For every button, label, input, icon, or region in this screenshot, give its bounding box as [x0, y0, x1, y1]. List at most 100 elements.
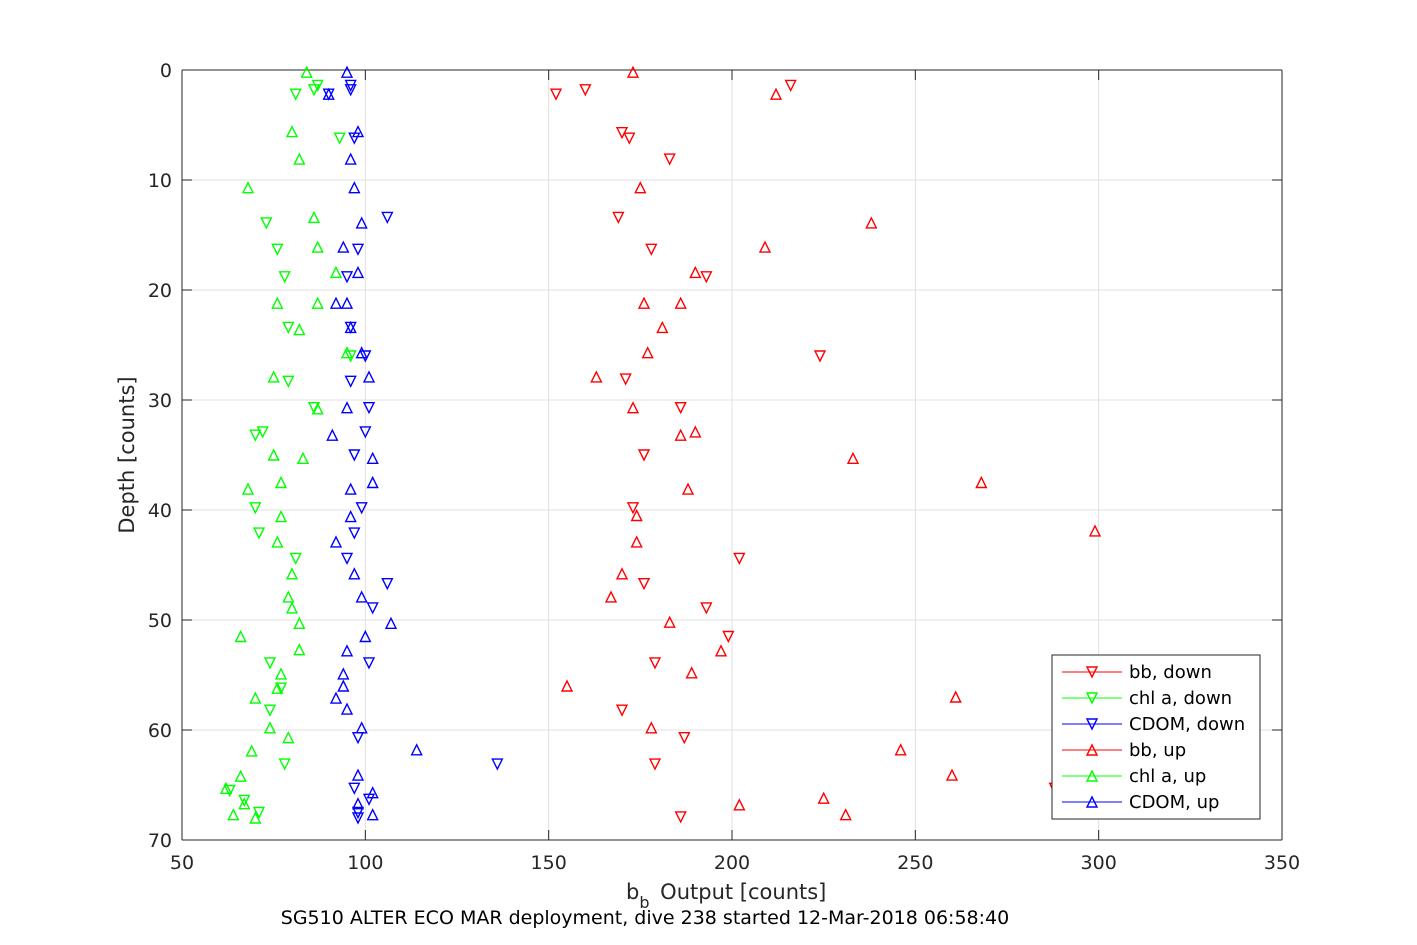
data-point-marker [579, 84, 592, 97]
data-point-marker [975, 475, 988, 489]
data-point-marker [355, 721, 368, 734]
data-point-marker [245, 744, 258, 757]
legend-marker [1085, 718, 1099, 731]
data-point-marker [293, 643, 306, 656]
y-tick-label: 0 [160, 60, 172, 82]
data-point-marker [630, 508, 643, 522]
y-tick-label: 20 [148, 280, 172, 302]
x-axis-label-rest: Output [counts] [654, 880, 827, 904]
legend-marker [1085, 666, 1099, 679]
x-tick-label: 250 [897, 852, 933, 874]
data-point-marker [689, 265, 702, 279]
data-point-marker [282, 375, 295, 388]
data-point-marker [681, 482, 695, 495]
x-tick-label: 100 [347, 852, 383, 874]
data-point-marker [249, 811, 262, 824]
data-point-marker [645, 243, 658, 256]
legend: bb, down chl a, down CDOM, down bb, up chl a… [1051, 654, 1261, 820]
data-point-marker [337, 679, 350, 692]
x-tick-label: 150 [531, 852, 567, 874]
data-point-marker [285, 125, 299, 138]
data-point-marker [351, 797, 365, 810]
data-point-marker [366, 786, 379, 799]
y-tick-label: 40 [148, 500, 172, 522]
data-point-marker [260, 217, 273, 230]
y-tick-label: 50 [148, 610, 172, 632]
data-point-marker [234, 629, 247, 643]
data-point-marker [355, 502, 368, 515]
data-point-marker [344, 320, 357, 334]
data-point-marker [637, 296, 651, 309]
data-point-marker [626, 502, 640, 515]
data-point-marker [344, 84, 357, 97]
data-point-marker [282, 321, 295, 334]
data-point-marker [337, 667, 350, 680]
data-point-marker [278, 271, 291, 284]
data-point-marker [340, 401, 354, 414]
legend-label: bb, down [1129, 662, 1212, 683]
data-point-marker [784, 79, 797, 92]
data-point-marker [381, 578, 394, 591]
data-point-marker [234, 769, 247, 782]
data-point-marker [348, 449, 361, 462]
data-point-marker [329, 296, 343, 309]
data-point-marker [311, 240, 324, 253]
data-point-marker [630, 535, 643, 548]
data-point-marker [263, 704, 277, 717]
data-point-marker [344, 375, 357, 388]
data-point-marker [227, 808, 240, 821]
data-point-marker [329, 691, 343, 704]
x-tick-label: 50 [170, 852, 194, 874]
x-axis-label: bb Output [counts] [626, 880, 826, 912]
data-point-marker [355, 216, 368, 229]
data-point-marker [293, 152, 306, 165]
y-tick-label: 70 [148, 830, 172, 852]
data-point-marker [263, 721, 277, 734]
data-point-marker [733, 798, 746, 811]
data-point-marker [685, 666, 698, 679]
data-point-marker [615, 704, 629, 717]
data-point-marker [619, 373, 632, 386]
data-point-marker [249, 429, 262, 442]
data-point-marker [351, 125, 365, 138]
data-point-marker [300, 65, 313, 78]
data-point-marker [865, 216, 878, 229]
data-point-marker [252, 527, 266, 540]
data-point-marker [359, 629, 372, 643]
data-point-marker [615, 567, 629, 580]
x-tick-label: 300 [1081, 852, 1117, 874]
legend-marker [1085, 743, 1099, 756]
data-point-marker [634, 181, 647, 194]
data-point-marker [238, 794, 251, 807]
data-point-marker [645, 721, 658, 734]
data-point-marker [637, 578, 651, 591]
data-point-marker [249, 691, 262, 704]
data-point-marker [249, 502, 262, 515]
data-point-marker [949, 690, 962, 703]
data-point-marker [238, 797, 251, 810]
data-point-marker [491, 758, 504, 771]
data-point-marker [252, 806, 266, 820]
data-point-marker [590, 370, 603, 383]
data-point-marker [348, 181, 361, 194]
data-point-marker [945, 768, 959, 781]
data-point-marker [714, 644, 728, 657]
data-point-marker [722, 630, 735, 644]
legend-label: chl a, up [1129, 766, 1206, 787]
data-point-marker [351, 812, 365, 825]
data-point-marker [340, 644, 354, 657]
data-point-marker [351, 768, 365, 781]
data-point-marker [612, 211, 625, 224]
data-point-marker [604, 590, 618, 603]
data-point-marker [307, 402, 321, 415]
data-point-marker [344, 350, 357, 363]
data-point-marker [846, 451, 860, 464]
data-point-marker [340, 346, 354, 359]
data-point-marker [340, 552, 354, 565]
data-point-marker [344, 152, 357, 165]
data-point-marker [223, 784, 236, 798]
data-point-marker [293, 616, 306, 629]
x-axis-label-subscript: b [639, 893, 649, 912]
legend-label: chl a, down [1129, 688, 1232, 709]
data-point-marker [344, 482, 357, 495]
